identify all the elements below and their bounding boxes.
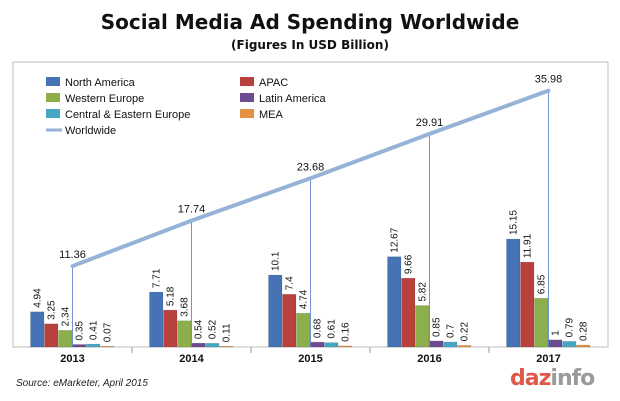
- chart-title: Social Media Ad Spending Worldwide: [100, 10, 520, 34]
- x-tick-label-2017: 2017: [536, 353, 560, 365]
- bar-latin-america-2014: [191, 342, 206, 348]
- bar-label-north-america-2014: 7.71: [152, 268, 163, 288]
- bar-mea-2013: [100, 345, 115, 348]
- bar-north-america-2017: [506, 238, 521, 348]
- bar-label-apac-2013: 3.25: [47, 300, 58, 320]
- worldwide-label-2015: 23.68: [297, 161, 325, 173]
- bar-western-europe-2015: [296, 312, 311, 348]
- worldwide-label-2014: 17.74: [178, 204, 206, 216]
- bar-label-latin-america-2016: 0.85: [432, 317, 443, 337]
- bar-label-central-eastern-europe-2016: 0.7: [446, 324, 457, 338]
- legend-label-mea: MEA: [259, 109, 284, 121]
- bar-north-america-2015: [268, 274, 283, 348]
- legend-swatch-mea: [240, 109, 254, 118]
- bar-apac-2013: [44, 323, 59, 348]
- bar-latin-america-2016: [429, 340, 444, 348]
- bar-label-latin-america-2015: 0.68: [313, 318, 324, 338]
- bar-north-america-2013: [30, 311, 45, 348]
- bar-central-eastern-europe-2013: [86, 343, 101, 348]
- bar-mea-2016: [457, 345, 472, 348]
- bar-label-north-america-2017: 15.15: [509, 210, 520, 235]
- bar-apac-2017: [520, 261, 535, 348]
- worldwide-label-2016: 29.91: [416, 117, 444, 129]
- source-note: Source: eMarketer, April 2015: [16, 378, 148, 389]
- bar-label-western-europe-2017: 6.85: [537, 274, 548, 294]
- bar-mea-2015: [338, 345, 353, 348]
- x-tick-label-2013: 2013: [60, 353, 84, 365]
- bar-label-apac-2015: 7.4: [285, 276, 296, 290]
- legend-label-north-america: North America: [65, 77, 136, 89]
- legend-swatch-apac: [240, 77, 254, 86]
- legend-swatch-western-europe: [46, 93, 60, 102]
- bar-label-latin-america-2017: 1: [551, 330, 562, 336]
- bar-central-eastern-europe-2017: [562, 341, 577, 348]
- bar-label-north-america-2013: 4.94: [33, 288, 44, 308]
- legend-label-central-eastern-europe: Central & Eastern Europe: [65, 109, 190, 121]
- bar-label-western-europe-2016: 5.82: [418, 282, 429, 302]
- bar-western-europe-2017: [534, 297, 549, 348]
- brand-part-2: info: [550, 366, 595, 391]
- bar-latin-america-2015: [310, 341, 325, 348]
- bar-label-apac-2014: 5.18: [166, 286, 177, 306]
- bar-apac-2015: [282, 294, 297, 348]
- worldwide-label-2017: 35.98: [535, 74, 563, 86]
- bar-central-eastern-europe-2016: [443, 341, 458, 348]
- bar-label-latin-america-2013: 0.35: [75, 321, 86, 341]
- bar-label-apac-2016: 9.66: [404, 254, 415, 274]
- bar-label-western-europe-2013: 2.34: [61, 306, 72, 326]
- bar-mea-2014: [219, 345, 234, 348]
- bar-western-europe-2013: [58, 330, 73, 348]
- bar-label-mea-2017: 0.28: [579, 321, 590, 341]
- bar-label-apac-2017: 11.91: [523, 233, 534, 258]
- bar-label-central-eastern-europe-2014: 0.52: [208, 319, 219, 339]
- bar-label-central-eastern-europe-2015: 0.61: [327, 319, 338, 339]
- bar-label-western-europe-2014: 3.68: [180, 297, 191, 317]
- bar-label-mea-2015: 0.16: [341, 322, 352, 342]
- bar-label-central-eastern-europe-2013: 0.41: [89, 320, 100, 340]
- bar-apac-2016: [401, 277, 416, 348]
- chart-subtitle: (Figures In USD Billion): [231, 38, 389, 52]
- x-tick-label-2014: 2014: [179, 353, 204, 365]
- bar-north-america-2014: [149, 291, 164, 348]
- bar-latin-america-2013: [72, 344, 87, 348]
- legend-swatch-north-america: [46, 77, 60, 86]
- legend-label-apac: APAC: [259, 77, 288, 89]
- legend-swatch-latin-america: [240, 93, 254, 102]
- bar-label-north-america-2015: 10.1: [271, 251, 282, 271]
- bar-label-central-eastern-europe-2017: 0.79: [565, 317, 576, 337]
- worldwide-line: [70, 88, 551, 269]
- bar-label-mea-2016: 0.22: [460, 322, 471, 342]
- x-tick-label-2015: 2015: [298, 353, 322, 365]
- legend-label-worldwide: Worldwide: [65, 125, 116, 137]
- bar-central-eastern-europe-2014: [205, 343, 220, 348]
- bar-western-europe-2014: [177, 320, 192, 348]
- bar-north-america-2016: [387, 256, 402, 348]
- x-tick-label-2016: 2016: [417, 353, 441, 365]
- bar-central-eastern-europe-2015: [324, 342, 339, 348]
- worldwide-label-2013: 11.36: [59, 249, 86, 261]
- bar-label-mea-2014: 0.11: [222, 323, 233, 342]
- bar-label-latin-america-2014: 0.54: [194, 319, 205, 339]
- bar-label-mea-2013: 0.07: [103, 322, 114, 342]
- brand-part-1: daz: [510, 366, 551, 391]
- legend-swatch-central-eastern-europe: [46, 109, 60, 118]
- brand-logo: dazinfo: [510, 366, 595, 391]
- legend-label-latin-america: Latin America: [259, 93, 327, 105]
- bar-latin-america-2017: [548, 339, 563, 348]
- bar-western-europe-2016: [415, 305, 430, 348]
- bar-apac-2014: [163, 309, 178, 348]
- bar-mea-2017: [576, 344, 591, 348]
- bar-label-western-europe-2015: 4.74: [299, 289, 310, 309]
- legend-label-western-europe: Western Europe: [65, 93, 144, 105]
- bar-label-north-america-2016: 12.67: [390, 227, 401, 252]
